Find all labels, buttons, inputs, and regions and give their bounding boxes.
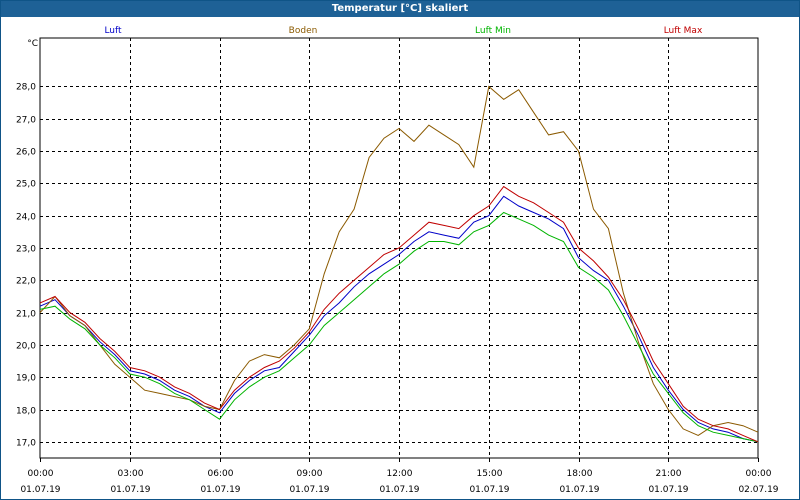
legend-entry: Luft Max xyxy=(664,26,703,36)
series-line-boden xyxy=(39,85,759,436)
series-line-luft-max xyxy=(39,185,759,443)
x-tick-time: 00:00 xyxy=(28,469,54,479)
y-tick-label: 17,0 xyxy=(16,439,36,449)
legend-entry: Boden xyxy=(289,26,318,36)
y-tick-label: 24,0 xyxy=(16,213,36,223)
legend-entry: Luft Min xyxy=(475,26,511,36)
y-tick-label: 20,0 xyxy=(16,342,36,352)
series-line-luft xyxy=(39,195,759,443)
x-tick-date: 01.07.19 xyxy=(289,485,329,495)
x-tick-time: 00:00 xyxy=(746,469,772,479)
y-tick-label: 28,0 xyxy=(16,83,36,93)
window-title: Temperatur [°C] skaliert xyxy=(1,1,799,17)
series-line-luft-min xyxy=(39,211,759,443)
x-tick-date: 01.07.19 xyxy=(469,485,509,495)
x-tick-time: 09:00 xyxy=(297,469,323,479)
y-tick-label: 22,0 xyxy=(16,277,36,287)
y-tick-label: 18,0 xyxy=(16,407,36,417)
x-tick-time: 06:00 xyxy=(208,469,234,479)
x-tick-time: 03:00 xyxy=(118,469,144,479)
x-tick-date: 01.07.19 xyxy=(559,485,599,495)
x-tick-time: 12:00 xyxy=(387,469,413,479)
x-tick-time: 21:00 xyxy=(656,469,682,479)
y-tick-label: 19,0 xyxy=(16,374,36,384)
x-tick-date: 01.07.19 xyxy=(200,485,240,495)
y-tick-label: 26,0 xyxy=(16,148,36,158)
x-tick-time: 18:00 xyxy=(567,469,593,479)
x-tick-date: 02.07.19 xyxy=(738,485,778,495)
y-tick-label: 23,0 xyxy=(16,245,36,255)
legend-entry: Luft xyxy=(104,26,122,36)
x-tick-date: 01.07.19 xyxy=(379,485,419,495)
x-tick-time: 15:00 xyxy=(477,469,503,479)
x-tick-date: 01.07.19 xyxy=(20,485,60,495)
y-tick-label: 25,0 xyxy=(16,180,36,190)
y-tick-label: 21,0 xyxy=(16,310,36,320)
y-axis-label: °C xyxy=(27,39,38,49)
y-tick-label: 27,0 xyxy=(16,116,36,126)
x-tick-date: 01.07.19 xyxy=(110,485,150,495)
x-tick-date: 01.07.19 xyxy=(648,485,688,495)
